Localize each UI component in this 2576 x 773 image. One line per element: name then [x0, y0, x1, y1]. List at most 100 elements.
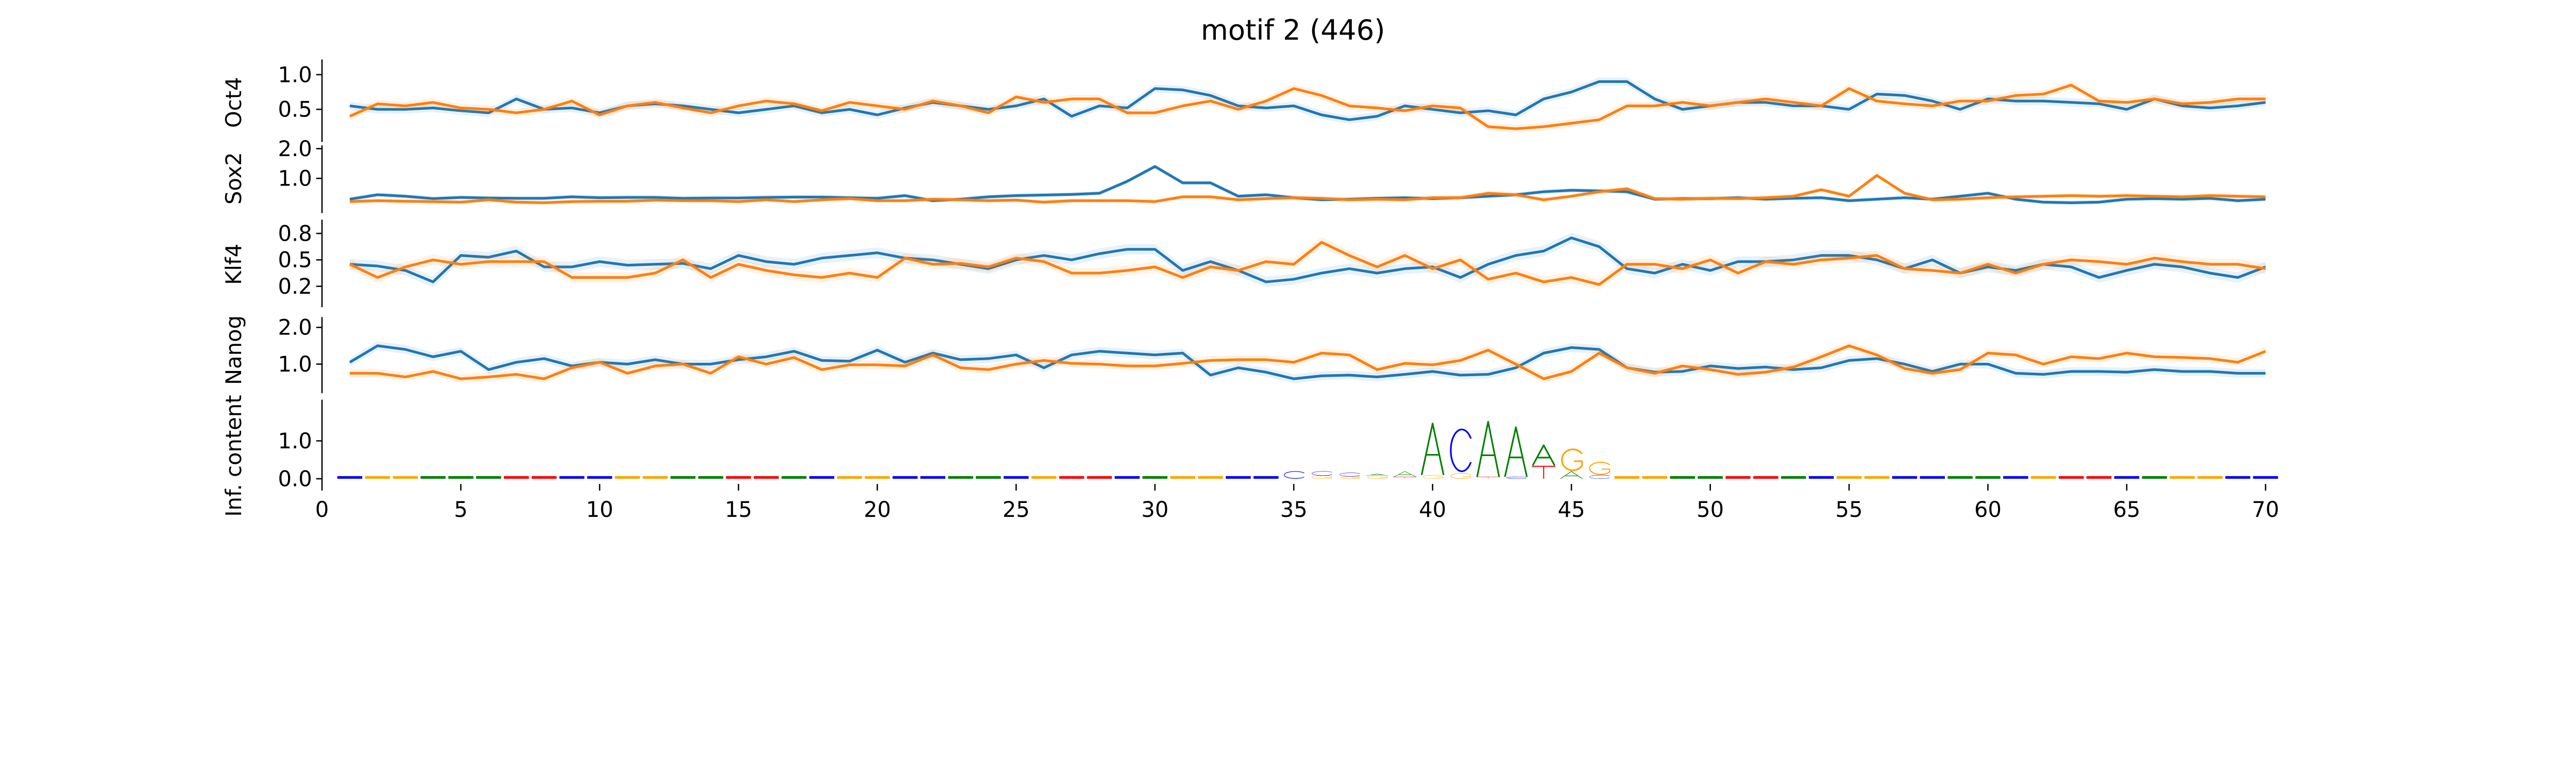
y-tick-label: 2.0 [278, 136, 312, 161]
series-line-orange [349, 344, 2266, 380]
logo-letter-G [1367, 476, 1387, 478]
logo-letter-background [1947, 476, 1973, 479]
logo-letter-background [1059, 476, 1084, 479]
logo-letter-background [504, 476, 529, 479]
logo-letter-C [1451, 429, 1471, 471]
logo-letter-background [642, 476, 668, 479]
series-line-blue [349, 344, 2266, 380]
chart-title: motif 2 (446) [1201, 13, 1385, 46]
logo-letter-background [892, 476, 918, 479]
logo-letter-background [1864, 476, 1890, 479]
logo-letter-background [448, 476, 473, 479]
logo-letter-background [1142, 476, 1168, 479]
x-tick-label: 40 [1419, 497, 1446, 522]
sequence-logo-panel: 1.0 0.0 Inf. content [221, 395, 2278, 516]
logo-letter-background [2031, 476, 2056, 479]
y-tick-label: 0.5 [278, 247, 312, 273]
logo-letter-G [1589, 462, 1609, 475]
logo-letter-background [1808, 476, 1834, 479]
logo-letter-A [1505, 427, 1527, 477]
panel-oct4: 1.0 0.5 Oct4 [221, 59, 2266, 142]
logo-letter-background [726, 476, 751, 479]
y-tick-label: 1.0 [278, 351, 312, 377]
logo-letter-background [615, 476, 640, 479]
logo-letter-background [1781, 476, 1806, 479]
logo-letter-background [698, 476, 723, 479]
logo-letter-background [2197, 476, 2223, 479]
logo-letter-background [1725, 476, 1751, 479]
logo-letter-background [1975, 476, 2001, 479]
logo-letter-A [1533, 445, 1555, 465]
logo-letter-background [365, 476, 391, 479]
logo-letter-G [1312, 476, 1332, 478]
logo-letter-G [1423, 475, 1443, 479]
logo-letter-background [670, 476, 696, 479]
x-tick-label: 60 [1974, 497, 2002, 522]
series-line-orange [349, 241, 2266, 286]
logo-letter-background [1198, 476, 1223, 479]
y-axis-label: Sox2 [221, 152, 246, 205]
logo-letter-background [1031, 476, 1057, 479]
logo-letter-C [1312, 472, 1332, 476]
logo-letter-C [1284, 472, 1304, 479]
x-tick-label: 50 [1697, 497, 1724, 522]
logo-letter-background [1698, 476, 1723, 479]
x-tick-label: 15 [725, 497, 752, 522]
x-tick-label: 10 [586, 497, 613, 522]
logo-letter-background [420, 476, 446, 479]
x-tick-label: 5 [454, 497, 468, 522]
logo-letter-C [1589, 475, 1609, 479]
logo-letter-background [337, 476, 363, 479]
logo-letter-background [1836, 476, 1862, 479]
logo-letter-background [754, 476, 779, 479]
y-tick-label: 1.0 [278, 166, 312, 191]
logo-letter-background [1253, 476, 1279, 479]
y-tick-label: 2.0 [278, 315, 312, 340]
panel-sox2: 2.0 1.0 Sox2 [221, 136, 2266, 213]
logo-letter-background [2253, 476, 2278, 479]
logo-letter-G [1562, 449, 1582, 470]
x-tick-label: 65 [2113, 497, 2140, 522]
confidence-band-orange [349, 341, 2266, 383]
logo-letter-T [1393, 477, 1417, 479]
series-line-blue [349, 236, 2266, 283]
logo-letter-background [2170, 476, 2195, 479]
logo-letter-background [865, 476, 890, 479]
logo-letter-G [1451, 473, 1471, 478]
x-tick-label: 45 [1558, 497, 1585, 522]
logo-letter-background [948, 476, 973, 479]
y-axis-label: Nanog [221, 315, 246, 385]
logo-letter-background [1087, 476, 1112, 479]
logo-letter-background [1614, 476, 1640, 479]
logo-letter-background [920, 476, 945, 479]
logo-letter-background [2058, 476, 2084, 479]
logo-letter-background [476, 476, 501, 479]
logo-letter-background [2114, 476, 2140, 479]
y-tick-label: 1.0 [278, 62, 312, 87]
logo-letter-A [1394, 472, 1416, 477]
x-tick-label: 25 [1003, 497, 1030, 522]
logo-letter-background [1670, 476, 1695, 479]
y-axis-label: Inf. content [221, 395, 246, 516]
x-tick-label: 0 [315, 497, 329, 522]
x-tick-label: 30 [1141, 497, 1168, 522]
logo-letter-A [1477, 422, 1499, 477]
logo-letter-background [976, 476, 1001, 479]
logo-letter-T [1532, 466, 1555, 479]
logo-letter-A [1366, 474, 1388, 476]
motif-chart: motif 2 (446) 1.0 0.5 Oct4 2.0 1.0 Sox2 0.80.5… [221, 13, 2279, 537]
y-tick-label: 0.5 [278, 97, 312, 122]
logo-letter-background [1892, 476, 1918, 479]
logo-letter-C [1506, 477, 1527, 478]
x-tick-label: 70 [2252, 497, 2279, 522]
logo-letter-background [1004, 476, 1029, 479]
x-tick-label: 35 [1280, 497, 1308, 522]
y-tick-label: 0.2 [278, 274, 312, 299]
logo-letter-background [781, 476, 807, 479]
y-axis-label: Oct4 [221, 77, 246, 128]
logo-letter-background [1114, 476, 1140, 479]
logo-letter-background [2142, 476, 2167, 479]
panel-klf4: 0.80.50.2 Klf4 [221, 220, 2266, 308]
logo-letter-background [559, 476, 585, 479]
series-line-orange [349, 174, 2266, 205]
